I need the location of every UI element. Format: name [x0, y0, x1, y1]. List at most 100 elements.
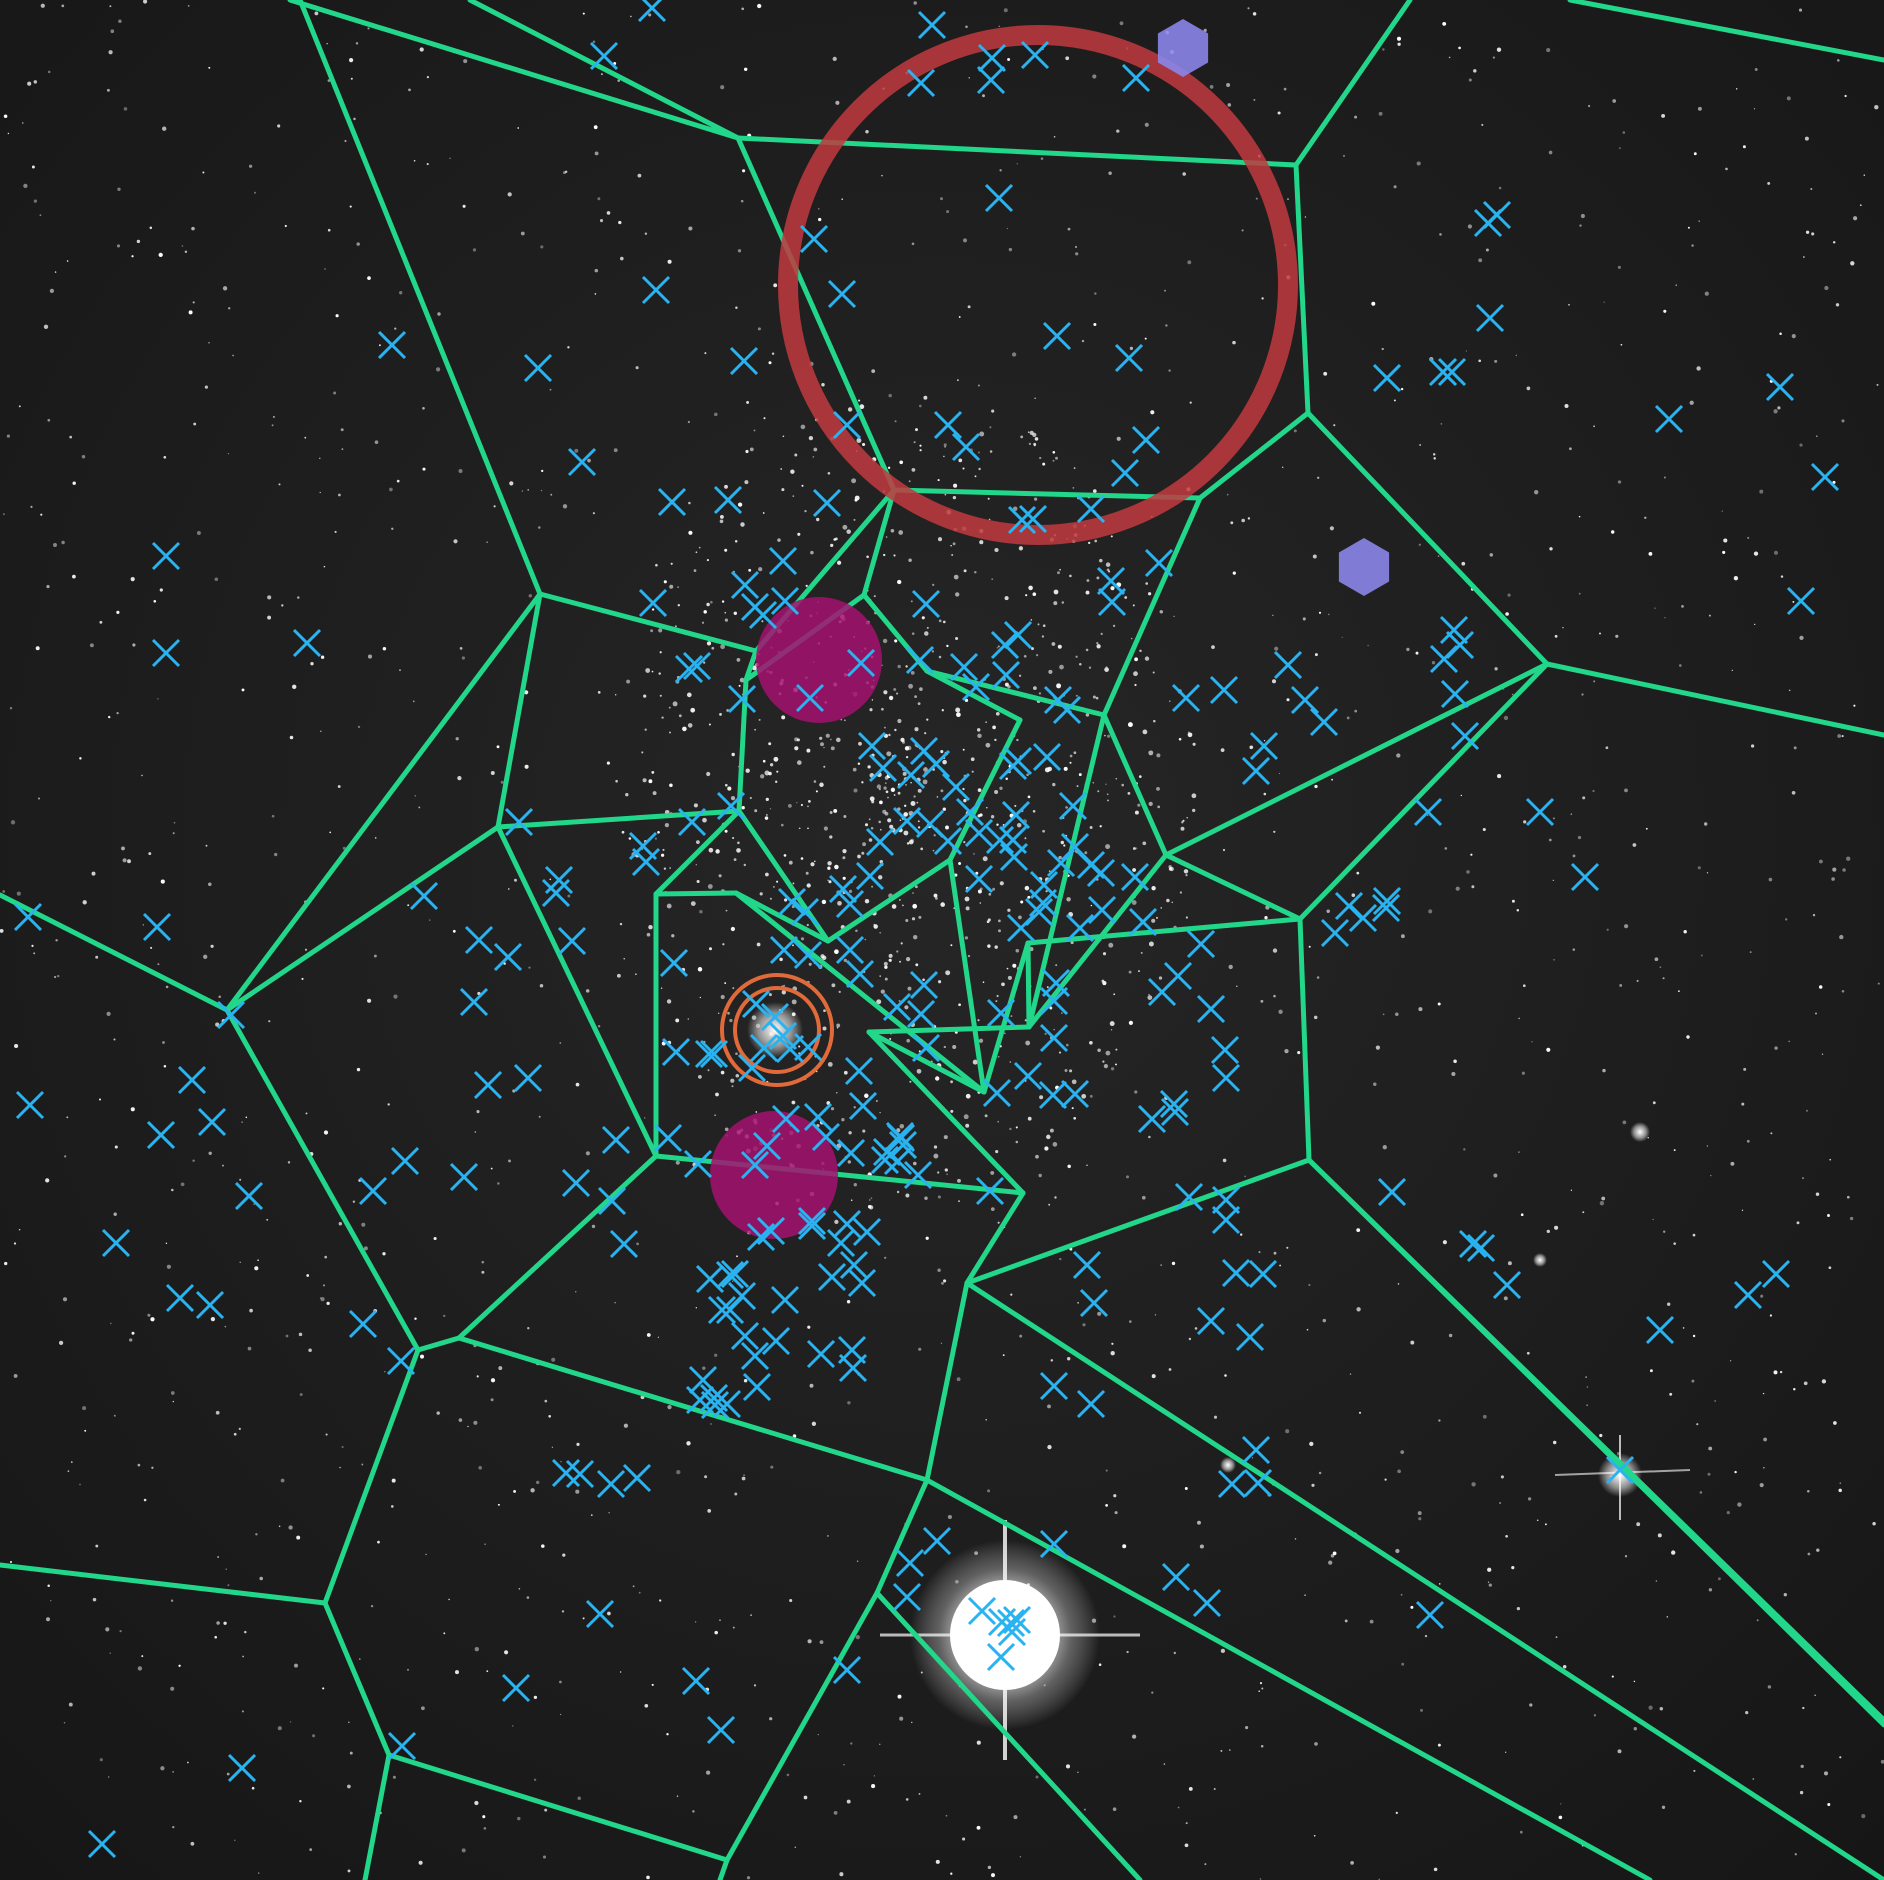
star-dot	[1773, 550, 1779, 555]
cluster-star	[1006, 967, 1009, 970]
marker-stroke	[1032, 742, 1062, 772]
cluster-star	[864, 1093, 869, 1099]
star-dot	[1341, 636, 1343, 638]
star-dot	[1827, 1214, 1830, 1217]
cluster-star	[677, 603, 681, 607]
x-cross-icon	[622, 1463, 652, 1493]
star-dot	[1395, 1012, 1399, 1016]
cluster-star	[1053, 601, 1058, 606]
star-dot	[1261, 1687, 1264, 1690]
star-dot	[210, 1316, 216, 1322]
star-dot	[1331, 778, 1333, 781]
marker-stroke	[699, 1039, 729, 1069]
star-dot	[1098, 1663, 1102, 1666]
x-cross-icon	[1196, 1306, 1226, 1336]
star-dot	[1760, 1294, 1764, 1298]
cluster-star	[858, 741, 862, 746]
x-cross-icon	[1492, 1270, 1522, 1300]
x-cross-icon	[1114, 343, 1144, 373]
marker-stroke	[348, 1309, 378, 1339]
marker-stroke	[977, 43, 1007, 73]
star-dot	[204, 385, 208, 389]
cluster-star	[905, 755, 909, 759]
star-dot	[1620, 343, 1623, 346]
cluster-star	[844, 719, 846, 722]
star-dot	[1511, 693, 1514, 696]
star-dot	[1382, 48, 1385, 51]
star-dot	[1119, 21, 1124, 26]
cluster-star	[1023, 654, 1027, 658]
cluster-star	[828, 880, 832, 884]
x-cross-icon	[706, 1715, 736, 1745]
star-dot	[1444, 847, 1448, 850]
cluster-star	[1034, 437, 1039, 441]
hexagon-icon	[1157, 19, 1209, 77]
star-dot	[1260, 999, 1264, 1003]
star-dot	[1105, 1469, 1108, 1472]
marker-stroke	[227, 1753, 257, 1783]
star-dot	[208, 342, 210, 344]
cluster-star	[982, 981, 985, 983]
cluster-star	[1127, 792, 1131, 795]
marker-stroke	[1110, 458, 1140, 488]
star-dot	[131, 255, 134, 258]
star-dot	[116, 711, 119, 715]
marker-stroke	[872, 1137, 902, 1167]
star-dot	[1661, 113, 1666, 118]
star-dot	[1401, 1662, 1405, 1666]
cluster-star	[852, 767, 857, 772]
star-dot	[1069, 761, 1072, 764]
cluster-star	[945, 970, 951, 976]
star-dot	[1478, 258, 1483, 263]
cluster-star	[707, 884, 713, 889]
cluster-star	[979, 902, 982, 904]
marker-stroke	[1171, 683, 1201, 713]
cluster-star	[970, 757, 975, 762]
star-dot	[106, 88, 110, 92]
cluster-star	[806, 883, 811, 888]
star-dot	[84, 1429, 87, 1432]
x-cross-icon	[1072, 1250, 1102, 1280]
voronoi-edge	[1305, 410, 1550, 667]
x-cross-icon	[1120, 862, 1150, 892]
cluster-star	[987, 918, 991, 922]
star-dot	[1433, 1867, 1438, 1872]
star-dot	[474, 1131, 477, 1133]
star-dot	[178, 1664, 181, 1667]
star-dot	[498, 1366, 503, 1371]
star-dot	[884, 1256, 887, 1259]
star-dot	[632, 1585, 635, 1588]
star-dot	[1492, 56, 1495, 59]
cluster-star	[918, 915, 922, 919]
cluster-star	[675, 1018, 680, 1023]
x-cross-icon	[1087, 895, 1117, 925]
star-dot	[1148, 801, 1153, 807]
star-dot	[224, 1325, 227, 1328]
x-cross-icon	[227, 1753, 257, 1783]
star-dot	[123, 107, 128, 111]
x-cross-icon	[449, 1162, 479, 1192]
cluster-star	[880, 828, 882, 831]
x-cross-icon	[1570, 862, 1600, 892]
star-dot	[1184, 1843, 1189, 1848]
x-cross-icon	[812, 488, 842, 518]
cluster-star	[768, 993, 772, 997]
marker-stroke	[1029, 870, 1059, 900]
marker-stroke	[720, 1259, 750, 1289]
star-dot	[323, 1284, 325, 1287]
star-dot	[66, 1116, 69, 1119]
x-cross-icon	[1241, 756, 1271, 786]
star-dot	[725, 909, 728, 912]
star-dot	[1304, 1594, 1306, 1596]
cluster-star	[1124, 596, 1128, 599]
star-dot	[1499, 1502, 1502, 1504]
star-dot	[1749, 951, 1752, 954]
cluster-star	[911, 917, 916, 921]
cluster-star	[883, 553, 886, 557]
star-dot	[704, 1475, 708, 1479]
cluster-star	[659, 694, 662, 697]
voronoi-edge	[287, 0, 741, 141]
star-dot	[1067, 227, 1071, 231]
star-dot	[1019, 1334, 1023, 1338]
star-dot	[999, 169, 1002, 172]
